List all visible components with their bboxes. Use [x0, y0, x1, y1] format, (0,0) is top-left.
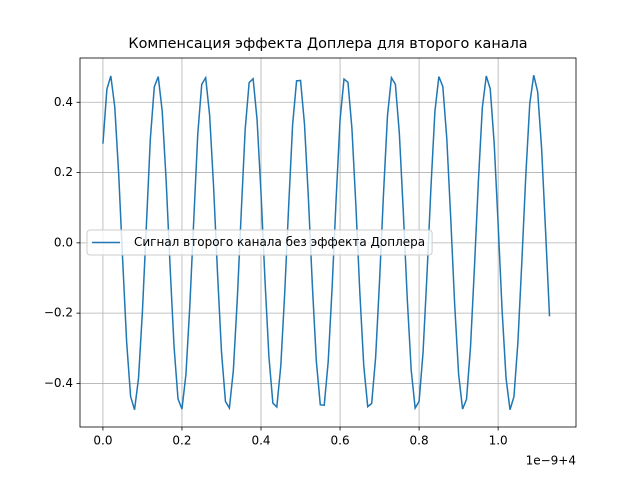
x-offset-label: 1e−9+4: [526, 454, 576, 468]
x-tick-label: 0.0: [93, 434, 112, 448]
x-tick-label: 1.0: [489, 434, 508, 448]
x-tick-label: 0.6: [331, 434, 350, 448]
y-tick-label: −0.2: [44, 306, 73, 320]
x-tick-label: 0.2: [172, 434, 191, 448]
axes-frame: [79, 57, 577, 428]
chart-title: Компенсация эффекта Доплера для второго …: [128, 36, 527, 52]
y-tick-label: 0.2: [54, 165, 73, 179]
y-tick-label: 0.4: [54, 95, 73, 109]
legend: Сигнал второго канала без эффекта Доплер…: [86, 229, 433, 256]
data-line: [102, 75, 551, 411]
y-tick-label: −0.4: [44, 376, 73, 390]
y-tick-label: 0.0: [54, 235, 73, 249]
x-tick-label: 0.8: [410, 434, 429, 448]
x-tick-label: 0.4: [251, 434, 270, 448]
legend-label: Сигнал второго канала без эффекта Доплер…: [134, 235, 425, 249]
legend-box: [86, 229, 433, 256]
